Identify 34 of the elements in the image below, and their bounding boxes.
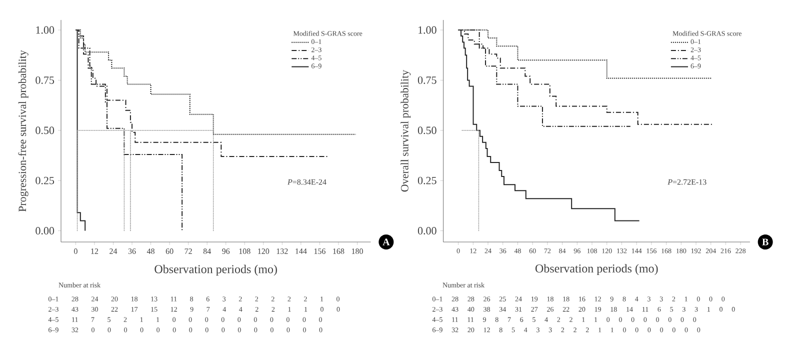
x-tick-label: 120 (258, 248, 270, 254)
y-tick-label: 0.75 (36, 76, 54, 84)
y-tick-label: 1.00 (418, 26, 436, 34)
y-tick-label: 0.25 (418, 176, 436, 184)
x-tick-label: 24 (110, 248, 118, 254)
y-tick-label: 1.00 (36, 26, 54, 34)
y-tick-label: 0.00 (36, 227, 54, 234)
x-tick-label: 108 (239, 248, 250, 254)
x-tick-label: 72 (184, 248, 192, 254)
text: A (382, 238, 390, 246)
y-tick-label: 0.25 (36, 176, 54, 184)
y-axis-title: Overall survival probability (400, 70, 411, 192)
x-tick-label: 12 (91, 248, 98, 254)
x-tick-label: 180 (352, 248, 363, 254)
y-tick-label: 0.00 (418, 227, 436, 234)
x-axis-title: Observation periods (mo) (154, 264, 277, 276)
y-tick-label: 0.50 (418, 126, 436, 134)
x-tick-label: 144 (296, 248, 307, 254)
x-tick-label: 60 (166, 248, 174, 254)
y-tick-label: 0.50 (36, 126, 54, 134)
y-tick-label: 0.75 (418, 76, 436, 84)
x-tick-label: 156 (314, 248, 326, 254)
x-tick-label: 48 (146, 248, 154, 254)
x-tick-label: 36 (128, 248, 136, 254)
annotation: P=2.72E-13 (668, 179, 706, 185)
x-tick-label: 96 (222, 248, 230, 254)
x-axis-title: Observation periods (mo) (535, 264, 658, 275)
y-axis-title: Progression-free survival probability (18, 50, 28, 212)
x-tick-label: 84 (203, 248, 211, 254)
x-tick-label: 168 (333, 248, 344, 254)
annotation: P=8.34E-24 (287, 179, 326, 185)
x-tick-label: 0 (74, 248, 78, 254)
x-tick-label: 132 (276, 248, 288, 254)
text: B (762, 238, 768, 246)
